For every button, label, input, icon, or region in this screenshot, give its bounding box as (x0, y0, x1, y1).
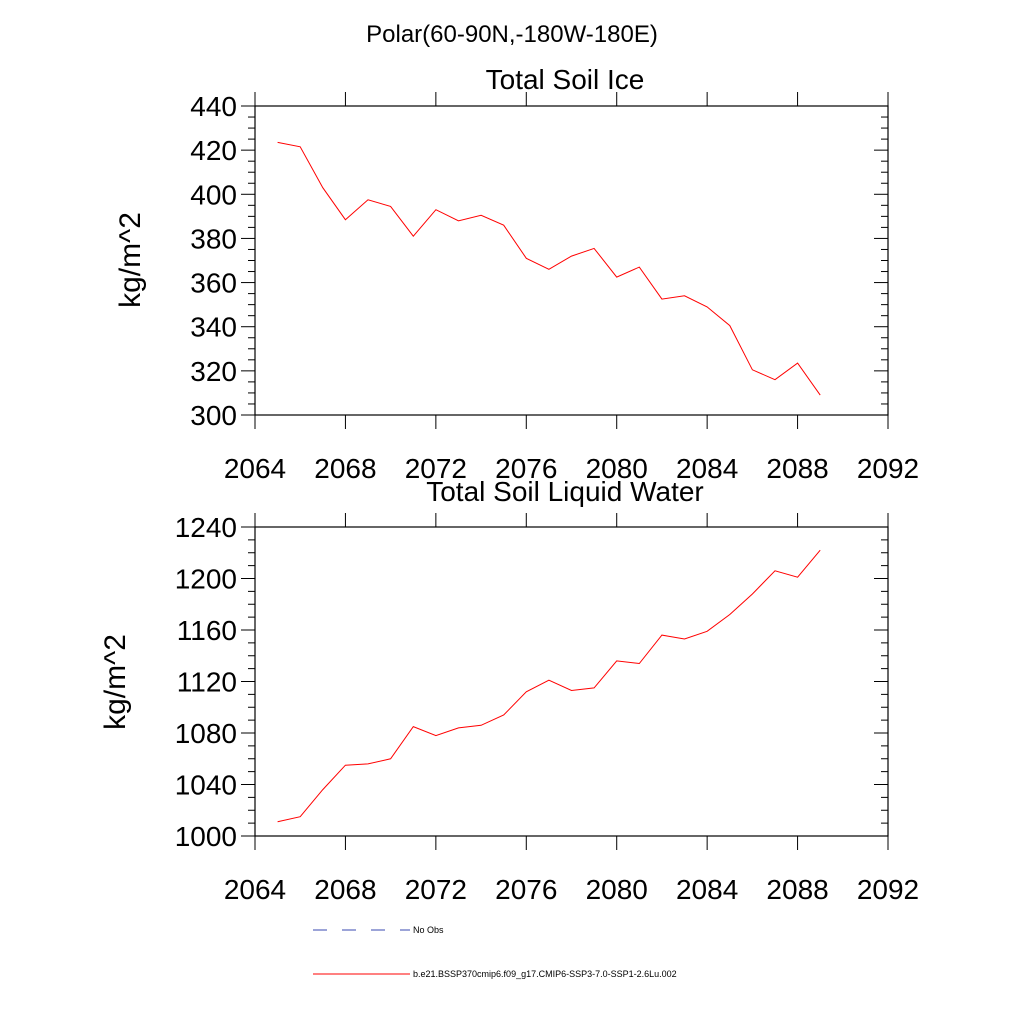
x-ticks: 2064 2068 2072 2076 2080 2084 2088 2092 (224, 92, 919, 484)
y-tick-label: 1200 (175, 564, 237, 595)
y-axis-label: kg/m^2 (99, 634, 132, 730)
plot-frame (254, 526, 889, 837)
series-line (277, 141, 821, 396)
x-ticks: 2064 2068 2072 2076 2080 2084 2088 2092 (224, 513, 919, 905)
legend-label: b.e21.BSSP370cmip6.f09_g17.CMIP6-SSP3-7.… (413, 969, 677, 979)
y-tick-label: 320 (190, 356, 237, 387)
y-ticks: 300 320 340 360 380 400 420 440 (190, 91, 888, 431)
panel-title: Total Soil Ice (486, 64, 645, 95)
x-tick-label: 2092 (857, 453, 919, 484)
x-tick-label: 2076 (495, 874, 557, 905)
x-tick-label: 2072 (405, 874, 467, 905)
x-tick-label: 2092 (857, 874, 919, 905)
x-tick-label: 2068 (314, 453, 376, 484)
y-tick-label: 400 (190, 179, 237, 210)
y-tick-label: 1160 (177, 615, 237, 646)
figure-supertitle: Polar(60-90N,-180W-180E) (366, 21, 658, 48)
plot-frame (254, 105, 889, 416)
y-tick-label: 1240 (175, 512, 237, 543)
x-tick-label: 2084 (676, 874, 738, 905)
y-tick-label: 1000 (175, 821, 237, 852)
y-tick-label: 360 (190, 268, 237, 299)
x-tick-label: 2080 (586, 874, 648, 905)
x-tick-label: 2076 (495, 453, 557, 484)
y-tick-label: 300 (190, 400, 237, 431)
y-ticks: 1000 1040 1080 1120 1160 1200 1240 (175, 512, 888, 852)
panel-soil-ice: Total Soil Ice kg/m^2 2064 2068 2072 2076 20… (114, 64, 919, 484)
y-tick-label: 440 (190, 91, 237, 122)
x-tick-label: 2084 (676, 453, 738, 484)
y-tick-label: 340 (190, 312, 237, 343)
legend-item-model-run: b.e21.BSSP370cmip6.f09_g17.CMIP6-SSP3-7.… (313, 969, 677, 979)
panel-soil-liquid-water: Total Soil Liquid Water kg/m^2 2064 2068 2… (99, 476, 919, 905)
x-tick-label: 2088 (766, 453, 828, 484)
x-tick-label: 2072 (405, 453, 467, 484)
x-tick-label: 2088 (766, 874, 828, 905)
x-tick-label: 2064 (224, 453, 286, 484)
y-tick-label: 420 (190, 135, 237, 166)
legend-label: No Obs (413, 925, 444, 935)
x-tick-label: 2064 (224, 874, 286, 905)
y-axis-label: kg/m^2 (114, 212, 147, 308)
series-line (277, 549, 821, 823)
y-tick-label: 1040 (175, 770, 237, 801)
panel-title: Total Soil Liquid Water (426, 476, 704, 507)
legend: No Obs b.e21.BSSP370cmip6.f09_g17.CMIP6-… (313, 925, 677, 979)
series-group (277, 141, 821, 396)
y-tick-label: 380 (190, 223, 237, 254)
x-tick-label: 2080 (586, 453, 648, 484)
legend-item-no-obs: No Obs (313, 925, 444, 935)
series-group (277, 549, 821, 823)
x-tick-label: 2068 (314, 874, 376, 905)
y-tick-label: 1080 (175, 718, 237, 749)
y-tick-label: 1120 (177, 667, 237, 698)
